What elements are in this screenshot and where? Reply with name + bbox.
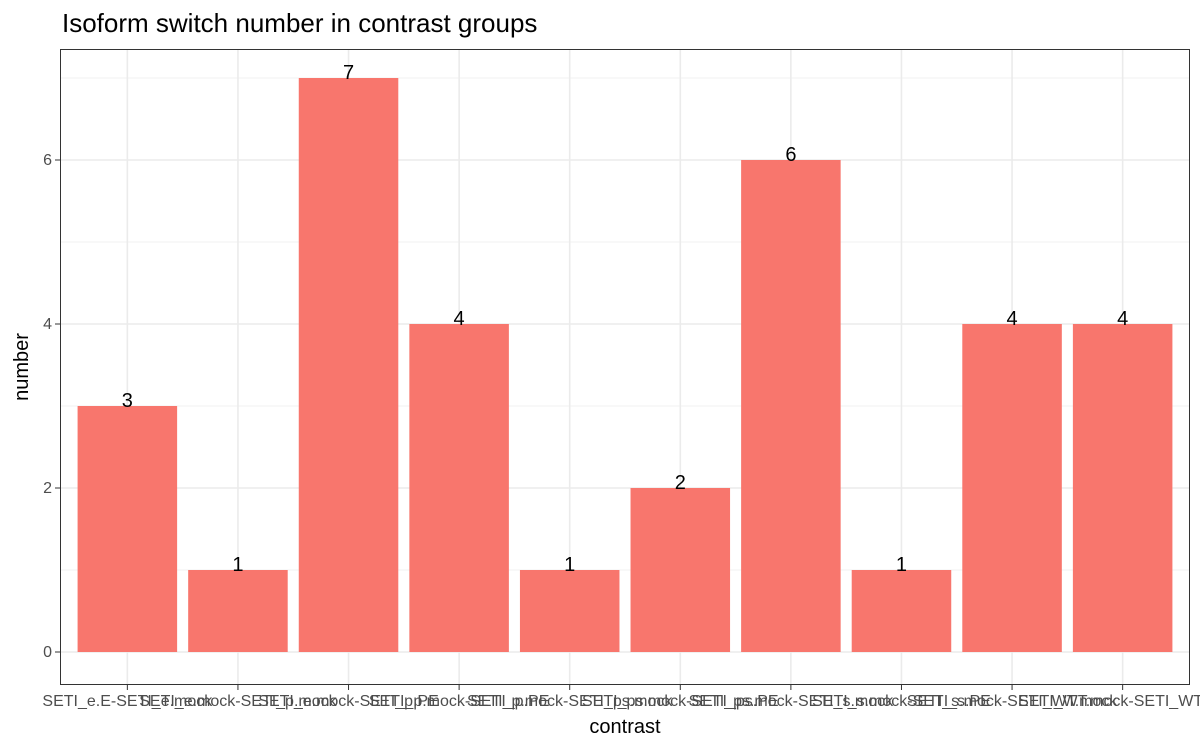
- bar: [741, 160, 841, 652]
- bar-value-label: 4: [1117, 308, 1128, 330]
- bar: [409, 324, 509, 652]
- bar-value-label: 7: [343, 62, 354, 84]
- x-axis-title: contrast: [589, 716, 661, 738]
- bar: [519, 570, 620, 652]
- y-axis-title: number: [11, 333, 33, 401]
- y-tick-label: 0: [43, 644, 52, 661]
- bar: [851, 570, 952, 652]
- bar-value-label: 2: [675, 472, 686, 494]
- bar: [630, 488, 731, 652]
- y-tick-label: 4: [43, 316, 52, 333]
- x-tick-label: SETI_s.mock-SETI_s.PE: [812, 693, 991, 710]
- bar: [298, 78, 399, 652]
- bar-value-label: 4: [454, 308, 465, 330]
- y-tick-label: 6: [43, 152, 52, 169]
- bars: [77, 78, 1173, 652]
- x-tick-label: SETI_s.mock-SETI_WT.mock: [907, 693, 1119, 710]
- x-tick-label: SETI_e.E-SETI_e.mock: [42, 693, 213, 710]
- x-tick-label: SETI_ps.mock-SETI_ps.PE: [582, 693, 779, 710]
- bar: [188, 570, 288, 652]
- bar-value-label: 6: [785, 144, 796, 166]
- x-tick-label: SETI_e.mock-SETI_p.mock: [139, 693, 337, 710]
- bar-value-label: 4: [1006, 308, 1017, 330]
- x-tick-label: SETI_e.mock-SETI_p.PE: [258, 693, 439, 710]
- plot-panel-border: [60, 49, 1190, 685]
- chart-title: Isoform switch number in contrast groups: [62, 8, 537, 38]
- bar: [962, 324, 1062, 652]
- bar-value-label: 1: [232, 554, 243, 576]
- bar-value-label: 1: [564, 554, 575, 576]
- data-labels: 3 1 7 4 1 2 6 1 4 4: [122, 62, 1128, 576]
- axes: 0246SETI_e.E-SETI_e.mockSETI_e.mock-SETI…: [42, 152, 1200, 710]
- x-tick-label: SETI_ps.mock-SETI_s.mock: [689, 693, 894, 710]
- bar: [1072, 324, 1173, 652]
- bar: [77, 406, 178, 652]
- bar-value-label: 3: [122, 390, 133, 412]
- x-tick-label: SETI_p.mock-SETI_ps.mock: [467, 693, 673, 710]
- bar-value-label: 1: [896, 554, 907, 576]
- x-tick-label: SETI_WT.mock-SETI_WT.PE: [1018, 693, 1200, 710]
- x-tick-label: SETI_p.mock-SETI_p.PE: [369, 693, 550, 710]
- y-tick-label: 2: [43, 480, 52, 497]
